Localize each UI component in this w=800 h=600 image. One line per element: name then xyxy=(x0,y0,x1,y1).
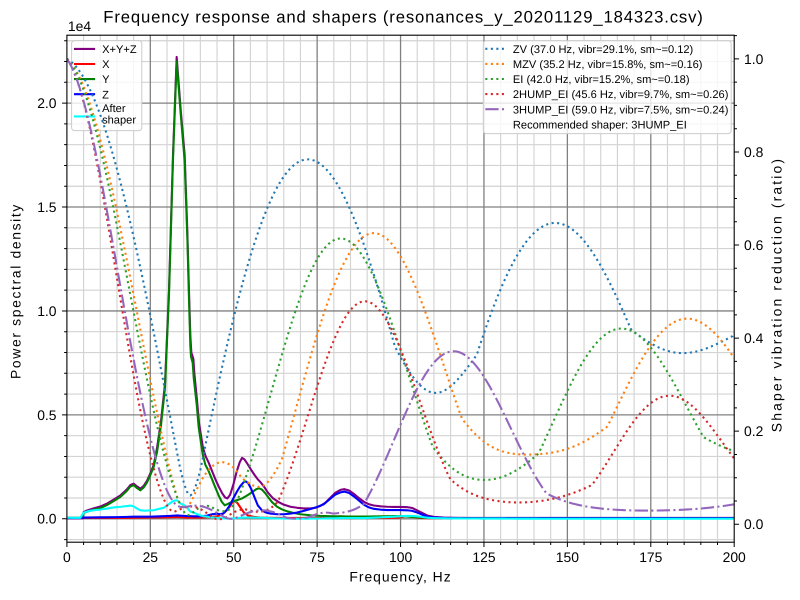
svg-text:1.0: 1.0 xyxy=(744,51,764,67)
svg-text:0.4: 0.4 xyxy=(744,330,764,346)
svg-text:EI (42.0 Hz, vibr=15.2%, sm~=0: EI (42.0 Hz, vibr=15.2%, sm~=0.18) xyxy=(513,74,690,86)
svg-text:ZV (37.0 Hz, vibr=29.1%, sm~=0: ZV (37.0 Hz, vibr=29.1%, sm~=0.12) xyxy=(513,44,693,56)
svg-text:1e4: 1e4 xyxy=(68,18,91,34)
svg-text:Power spectral density: Power spectral density xyxy=(7,203,23,379)
svg-text:200: 200 xyxy=(723,549,746,565)
svg-text:0: 0 xyxy=(63,549,71,565)
svg-text:Frequency, Hz: Frequency, Hz xyxy=(349,569,451,585)
svg-text:25: 25 xyxy=(143,549,159,565)
svg-text:MZV (35.2 Hz, vibr=15.8%, sm~=: MZV (35.2 Hz, vibr=15.8%, sm~=0.16) xyxy=(513,59,703,71)
svg-text:1.0: 1.0 xyxy=(37,303,57,319)
svg-text:Frequency response and shapers: Frequency response and shapers (resonanc… xyxy=(103,8,703,27)
svg-text:175: 175 xyxy=(639,549,662,565)
svg-text:0.2: 0.2 xyxy=(744,423,764,439)
svg-text:50: 50 xyxy=(226,549,242,565)
svg-text:Shaper vibration reduction (ra: Shaper vibration reduction (ratio) xyxy=(768,157,784,432)
svg-text:150: 150 xyxy=(556,549,579,565)
svg-text:Z: Z xyxy=(102,89,109,101)
svg-text:3HUMP_EI (59.0 Hz, vibr=7.5%,: 3HUMP_EI (59.0 Hz, vibr=7.5%, sm~=0.24) xyxy=(513,104,729,116)
svg-text:0.0: 0.0 xyxy=(744,516,764,532)
svg-text:0.5: 0.5 xyxy=(37,407,57,423)
svg-text:75: 75 xyxy=(309,549,325,565)
svg-text:2.0: 2.0 xyxy=(37,95,57,111)
svg-text:0.8: 0.8 xyxy=(744,144,764,160)
svg-text:2HUMP_EI (45.6 Hz, vibr=9.7%,: 2HUMP_EI (45.6 Hz, vibr=9.7%, sm~=0.26) xyxy=(513,89,729,101)
svg-text:0.6: 0.6 xyxy=(744,237,764,253)
svg-text:Recommended shaper: 3HUMP_EI: Recommended shaper: 3HUMP_EI xyxy=(513,119,687,131)
svg-text:X+Y+Z: X+Y+Z xyxy=(102,44,137,56)
svg-text:1.5: 1.5 xyxy=(37,199,57,215)
svg-text:100: 100 xyxy=(389,549,412,565)
svg-text:After: After xyxy=(102,103,126,115)
svg-text:0.0: 0.0 xyxy=(37,511,57,527)
svg-text:125: 125 xyxy=(472,549,495,565)
svg-text:Y: Y xyxy=(102,74,110,86)
svg-text:shaper: shaper xyxy=(102,114,136,126)
svg-text:X: X xyxy=(102,59,110,71)
